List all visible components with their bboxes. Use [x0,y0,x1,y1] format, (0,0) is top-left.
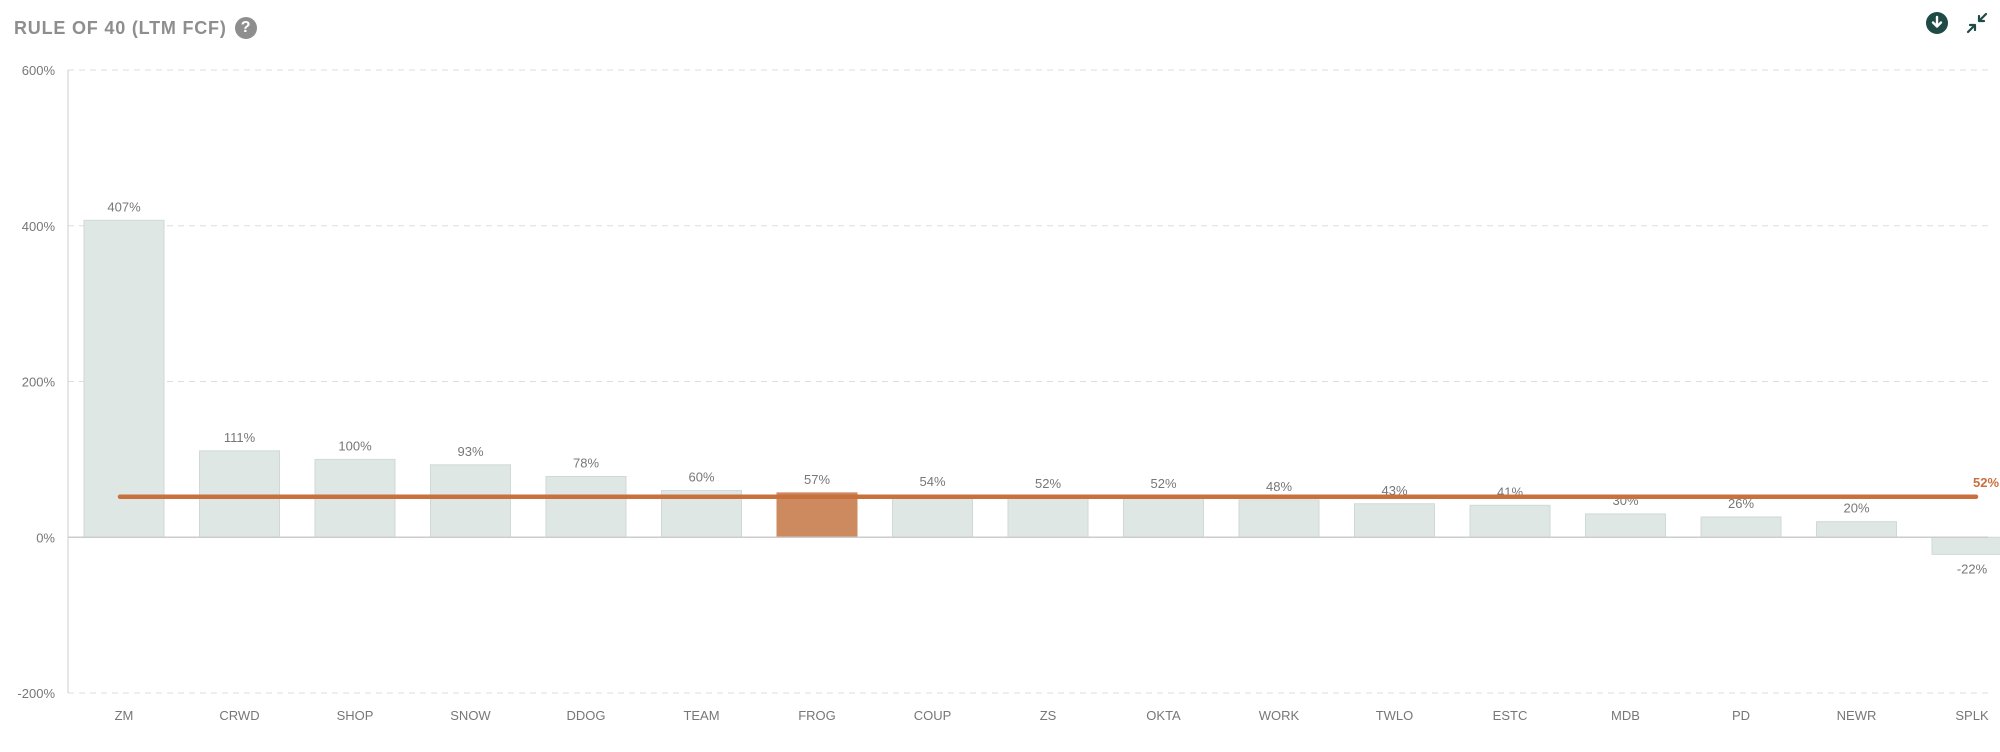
x-tick-label-shop: SHOP [337,708,374,723]
download-icon [1926,12,1948,34]
data-label-snow: 93% [457,444,483,459]
bar-snow [430,464,511,538]
data-label-twlo: 43% [1381,483,1407,498]
x-tick-label-frog: FROG [798,708,836,723]
y-tick-label: 200% [22,375,56,390]
chart-header: RULE OF 40 (LTM FCF) ? [14,14,257,42]
bar-ddog [545,476,627,538]
data-label-zs: 52% [1035,476,1061,491]
collapse-icon [1966,12,1988,34]
data-label-newr: 20% [1843,501,1869,516]
data-label-ddog: 78% [573,456,599,471]
bar-twlo [1354,503,1435,538]
question-circle-icon[interactable]: ? [234,17,257,39]
x-tick-label-team: TEAM [683,708,719,723]
bar-frog [776,492,858,538]
x-tick-label-newr: NEWR [1837,708,1877,723]
bar-work [1238,499,1320,538]
bar-pd [1700,516,1782,538]
x-tick-label-ddog: DDOG [567,708,606,723]
bar-mdb [1585,513,1666,538]
x-tick-label-snow: SNOW [450,708,491,723]
chart-toolbar [1924,10,1990,36]
y-tick-label: 400% [22,219,56,234]
data-label-shop: 100% [338,438,372,453]
x-tick-label-okta: OKTA [1146,708,1181,723]
average-label: 52% [1973,475,1999,490]
x-tick-label-mdb: MDB [1611,708,1640,723]
data-label-coup: 54% [919,474,945,489]
bar-zs [1007,496,1089,538]
data-label-crwd: 111% [224,430,256,445]
data-label-splk: -22% [1957,561,1988,576]
data-label-pd: 26% [1728,496,1754,511]
bar-coup [892,494,973,538]
bar-crwd [199,450,280,538]
bar-okta [1123,496,1204,538]
y-tick-label: 600% [22,63,56,78]
bar-estc [1469,504,1551,538]
x-tick-label-crwd: CRWD [219,708,259,723]
data-label-zm: 407% [107,199,141,214]
data-label-frog: 57% [804,472,830,487]
collapse-button[interactable] [1964,10,1990,36]
data-label-team: 60% [688,470,714,485]
x-tick-label-twlo: TWLO [1376,708,1414,723]
x-tick-label-work: WORK [1259,708,1300,723]
y-tick-label: 0% [36,530,55,545]
y-tick-label: -200% [17,686,55,701]
x-tick-label-pd: PD [1732,708,1750,723]
x-tick-label-zm: ZM [115,708,134,723]
bar-newr [1816,521,1897,538]
x-tick-label-zs: ZS [1040,708,1057,723]
x-tick-label-splk: SPLK [1955,708,1989,723]
data-label-work: 48% [1266,479,1292,494]
data-label-okta: 52% [1150,476,1176,491]
x-tick-label-coup: COUP [914,708,952,723]
bar-zm [83,219,165,538]
x-tick-label-estc: ESTC [1493,708,1528,723]
chart-title: RULE OF 40 (LTM FCF) [14,17,227,38]
download-button[interactable] [1924,10,1950,36]
bar-splk [1931,536,2000,555]
